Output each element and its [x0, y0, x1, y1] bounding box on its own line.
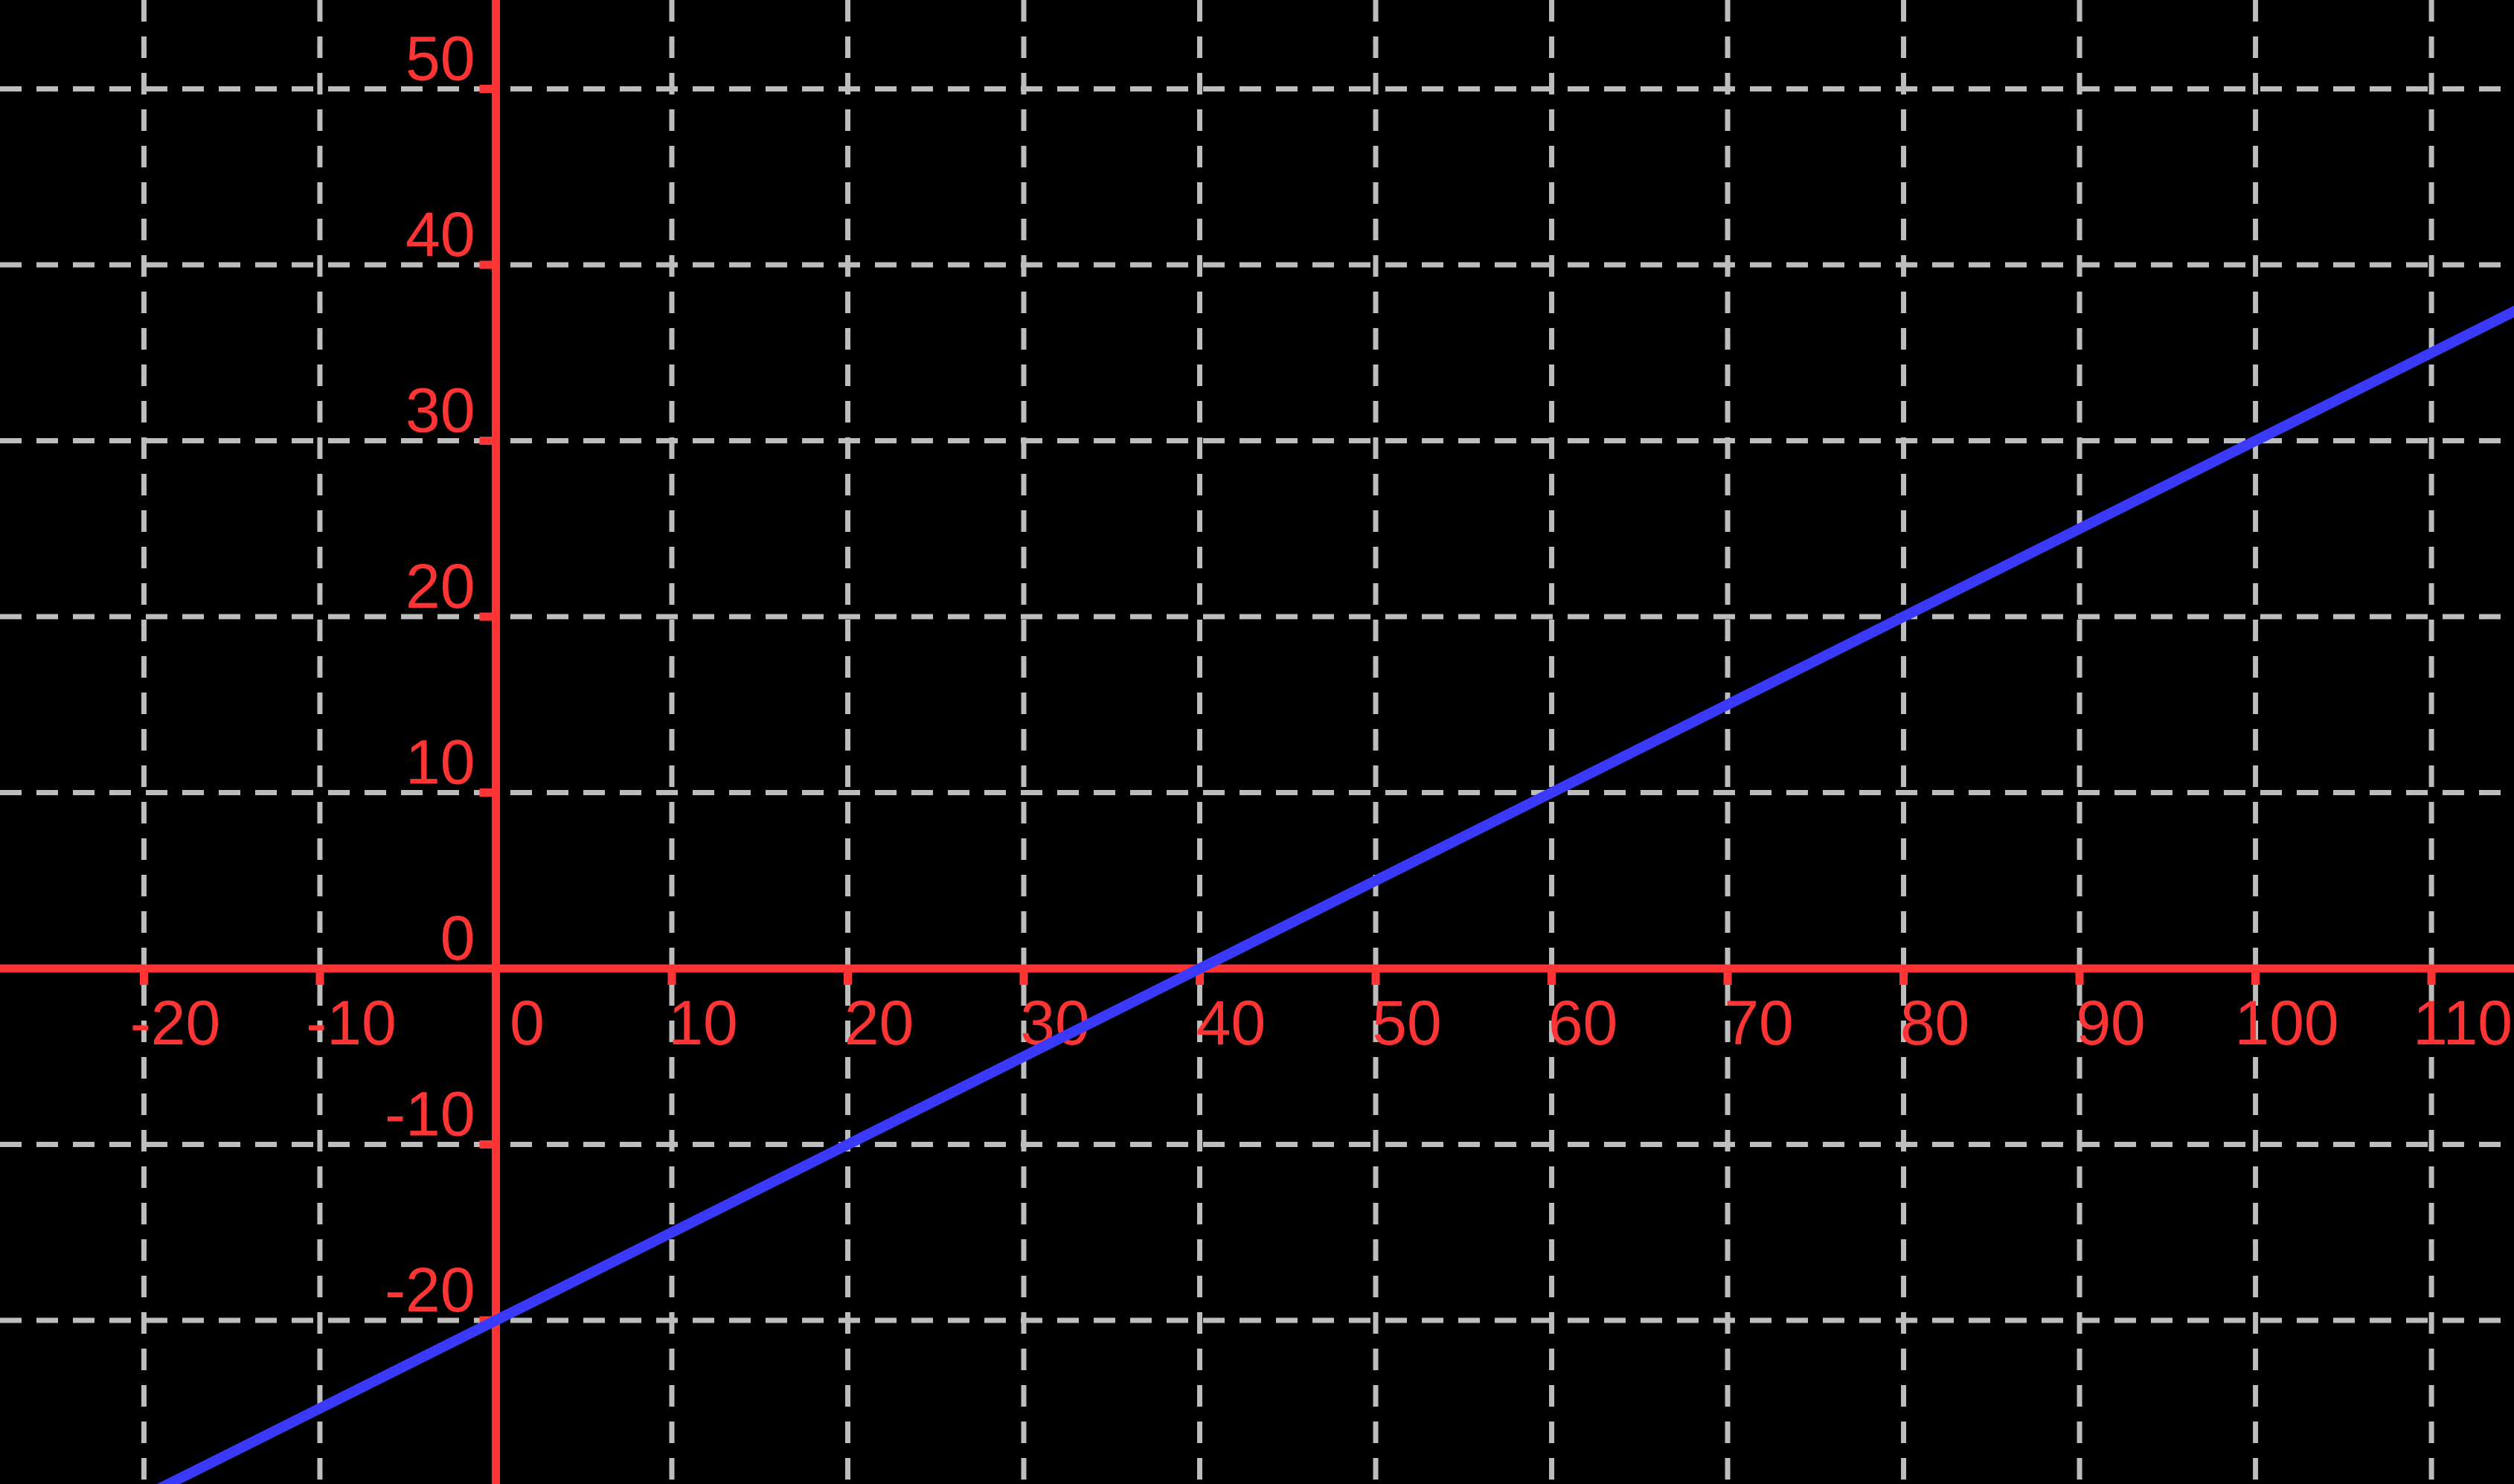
x-tick-label: -10 — [306, 988, 396, 1058]
y-tick-label: -20 — [385, 1255, 475, 1325]
x-tick-label: 100 — [2234, 988, 2338, 1058]
y-tick-label: 20 — [405, 551, 475, 621]
x-tick-label: 60 — [1548, 988, 1617, 1058]
x-tick-label: 10 — [668, 988, 737, 1058]
y-tick-label: 30 — [405, 375, 475, 445]
y-tick-label: -10 — [385, 1079, 475, 1149]
x-tick-label: 70 — [1724, 988, 1793, 1058]
y-tick-label: 10 — [405, 727, 475, 797]
x-tick-label: 40 — [1196, 988, 1266, 1058]
x-tick-label: 90 — [2076, 988, 2145, 1058]
y-tick-label: 0 — [440, 903, 475, 973]
y-tick-label: 50 — [405, 23, 475, 93]
x-tick-label: 0 — [510, 988, 545, 1058]
x-tick-label: 110 — [2413, 988, 2513, 1058]
x-tick-label: 20 — [844, 988, 914, 1058]
x-tick-label: -20 — [130, 988, 220, 1058]
x-tick-label: 50 — [1372, 988, 1441, 1058]
y-tick-label: 40 — [405, 199, 475, 269]
function-line-linear-function — [156, 305, 2514, 1484]
x-tick-label: 80 — [1900, 988, 1969, 1058]
